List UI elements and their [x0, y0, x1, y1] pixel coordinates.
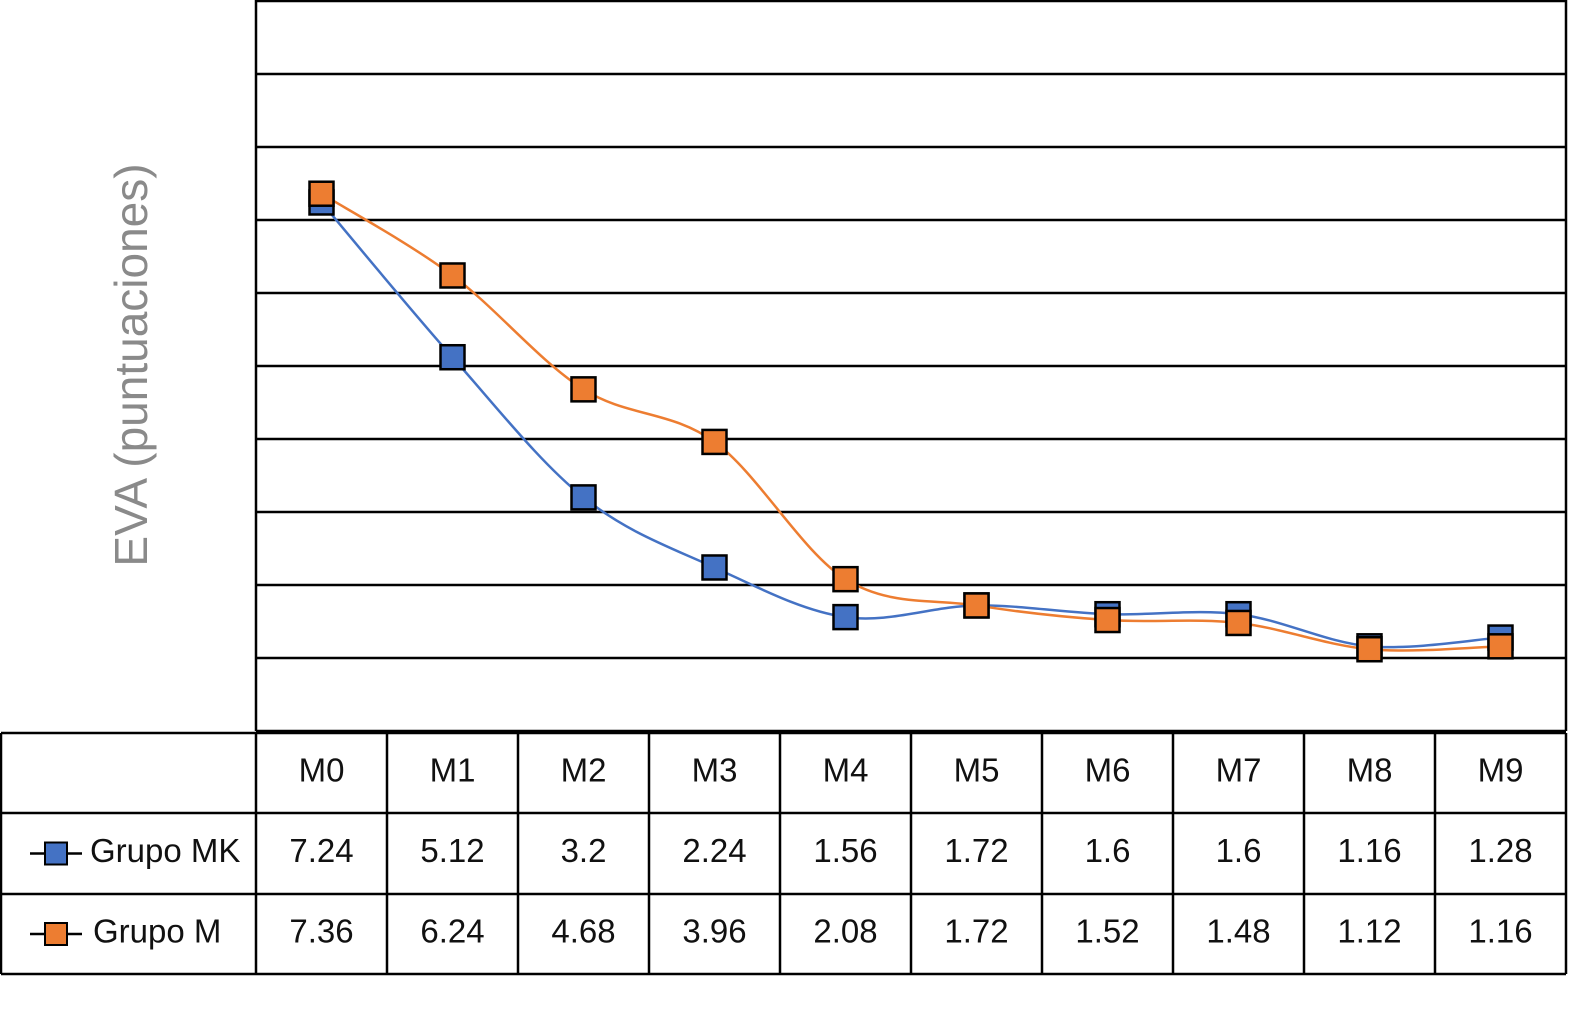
table-value: 1.12: [1337, 913, 1401, 950]
x-tick-label: M1: [430, 752, 476, 789]
marker: [1094, 606, 1121, 634]
table-value: 1.52: [1075, 913, 1139, 950]
table-value: 2.08: [813, 913, 877, 950]
table-value: 2.24: [682, 832, 746, 869]
table-value: 1.16: [1337, 832, 1401, 869]
legend-marker: [44, 922, 68, 946]
series-line: [320, 201, 1501, 649]
x-tick-label: M3: [692, 752, 738, 789]
x-tick-label: M9: [1478, 752, 1524, 789]
marker: [963, 592, 990, 619]
marker: [570, 376, 597, 403]
table-value: 1.48: [1206, 913, 1270, 950]
marker: [1356, 635, 1383, 663]
table-value: 1.56: [813, 832, 877, 869]
table-value: 1.16: [1468, 913, 1532, 950]
legend-label: Grupo M: [93, 913, 221, 950]
marker: [1487, 633, 1514, 660]
x-tick-label: M6: [1085, 752, 1131, 789]
table-value: 7.24: [289, 832, 353, 869]
series-line: [320, 192, 1501, 652]
table-value: 1.72: [944, 832, 1008, 869]
marker: [832, 603, 859, 631]
x-tick-label: M2: [561, 752, 607, 789]
x-tick-label: M7: [1216, 752, 1262, 789]
legend-label: Grupo MK: [90, 832, 240, 869]
marker: [570, 484, 597, 511]
table-value: 1.6: [1085, 832, 1131, 869]
marker: [439, 343, 466, 371]
marker: [439, 262, 466, 289]
table-value: 1.28: [1468, 832, 1532, 869]
table-value: 3.96: [682, 913, 746, 950]
x-tick-label: M8: [1347, 752, 1393, 789]
marker: [1225, 609, 1252, 637]
table-value: 5.12: [420, 832, 484, 869]
table-value: 1.6: [1216, 832, 1262, 869]
x-tick-label: M5: [954, 752, 1000, 789]
marker: [832, 565, 859, 593]
x-tick-label: M4: [823, 752, 869, 789]
table-value: 4.68: [551, 913, 615, 950]
table-value: 1.72: [944, 913, 1008, 950]
table-value: 3.2: [561, 832, 607, 869]
table-value: 6.24: [420, 913, 484, 950]
marker: [701, 428, 728, 456]
legend-marker: [44, 841, 68, 866]
marker: [308, 180, 335, 207]
x-tick-label: M0: [299, 752, 345, 789]
marker: [701, 554, 728, 581]
table-value: 7.36: [289, 913, 353, 950]
y-axis-label: EVA (puntuaciones): [105, 163, 157, 566]
